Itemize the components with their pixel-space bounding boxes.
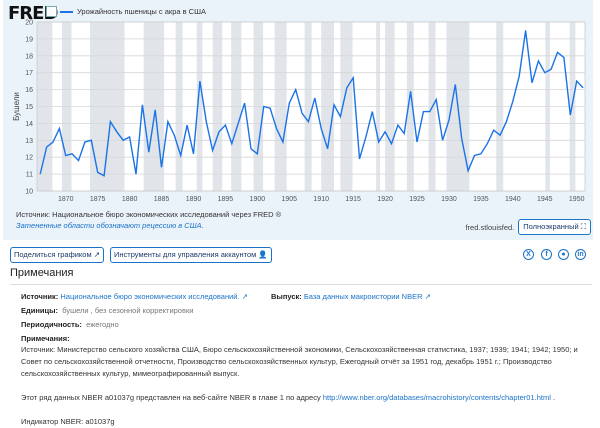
share-icon: ↗ <box>91 250 101 259</box>
legend-swatch <box>60 10 73 13</box>
notes-body: Источник: Министерство сельского хозяйст… <box>21 344 586 428</box>
chart-legend: Урожайность пшеницы с акра в США <box>60 7 206 16</box>
x-tick-label: 1935 <box>473 196 489 203</box>
notes-heading: Примечания <box>10 267 74 279</box>
x-tick-label: 1880 <box>122 196 138 203</box>
units-value: бушели , без сезонной корректировки <box>62 306 194 315</box>
y-tick-label: 11 <box>26 172 33 179</box>
x-tick-label: 1940 <box>505 196 521 203</box>
x-tick-label: 1875 <box>90 196 106 203</box>
recession-note[interactable]: Затененные области обозначают рецессию в… <box>16 221 204 230</box>
x-tick-label: 1870 <box>58 196 74 203</box>
y-tick-label: 20 <box>25 20 33 27</box>
y-axis-label: Бушели <box>12 92 21 121</box>
chart-footer-right: fred.stlouisfed. Полноэкранный ⛶ <box>465 219 591 235</box>
site-label: fred.stlouisfed. <box>465 222 515 232</box>
y-tick-label: 15 <box>25 104 33 111</box>
notes-label: Примечания: <box>21 334 70 343</box>
nber-line: Этот ряд данных NBER a01037g представлен… <box>21 392 586 404</box>
fullscreen-label: Полноэкранный <box>523 222 579 231</box>
x-tick-label: 1900 <box>250 196 266 203</box>
legend-label: Урожайность пшеницы с акра в США <box>77 7 206 16</box>
y-tick-label: 16 <box>25 87 33 94</box>
frequency-value: ежегодно <box>86 320 119 329</box>
units-label: Единицы: <box>21 306 59 315</box>
source-row: Источник: Национальное бюро экономически… <box>21 292 248 301</box>
y-tick-label: 10 <box>25 189 33 196</box>
x-tick-label: 1890 <box>186 196 202 203</box>
y-tick-label: 19 <box>25 36 33 43</box>
external-link-icon: ↗ <box>239 292 248 301</box>
frequency-label: Периодичность: <box>21 320 82 329</box>
user-icon: 👤 <box>256 250 268 259</box>
account-tools-button[interactable]: Инструменты для управления аккаунтом 👤 <box>110 247 272 263</box>
x-tick-label: 1930 <box>441 196 457 203</box>
series-line <box>39 30 584 177</box>
x-tick-label: 1925 <box>409 196 425 203</box>
x-tick-label: 1905 <box>281 196 297 203</box>
y-tick-label: 12 <box>25 155 33 162</box>
x-tick-label: 1895 <box>218 196 234 203</box>
y-tick-label: 14 <box>25 121 33 128</box>
nber-end: . <box>550 393 556 402</box>
account-label: Инструменты для управления аккаунтом <box>114 250 257 259</box>
facebook-share-icon[interactable]: f <box>541 249 552 260</box>
plot-border <box>36 21 586 192</box>
x-tick-label: 1950 <box>569 196 585 203</box>
units-row: Единицы: бушели , без сезонной корректир… <box>21 306 193 315</box>
cut-line: Индикатор NBER: a01037g <box>21 417 115 426</box>
x-tick-label: 1915 <box>345 196 361 203</box>
y-tick-label: 17 <box>25 70 33 77</box>
divider <box>10 284 592 285</box>
x-share-icon[interactable]: X <box>523 249 534 260</box>
nber-text: Этот ряд данных NBER a01037g представлен… <box>21 393 321 402</box>
release-label: Выпуск: <box>271 292 302 301</box>
notes-label-text: Примечания: <box>21 334 70 343</box>
expand-icon: ⛶ <box>578 222 586 231</box>
x-tick-label: 1910 <box>313 196 329 203</box>
share-label: Поделиться графиком <box>14 250 92 259</box>
source-label: Источник: <box>21 292 59 301</box>
frequency-row: Периодичность: ежегодно <box>21 320 119 329</box>
y-tick-label: 13 <box>25 138 33 145</box>
x-tick-label: 1885 <box>154 196 170 203</box>
external-link-icon: ↗ <box>422 292 431 301</box>
fred-logo[interactable]: FRED <box>8 3 58 24</box>
release-row: Выпуск: База данных макроистории NBER ↗ <box>271 292 431 301</box>
y-tick-label: 18 <box>25 53 33 60</box>
x-tick-label: 1920 <box>377 196 393 203</box>
source-link[interactable]: Национальное бюро экономических исследов… <box>60 292 240 301</box>
notes-text: Источник: Министерство сельского хозяйст… <box>21 345 578 378</box>
chart-source: Источник: Национальное бюро экономически… <box>16 210 282 219</box>
x-tick-label: 1945 <box>537 196 553 203</box>
fullscreen-button[interactable]: Полноэкранный ⛶ <box>518 219 591 235</box>
release-link[interactable]: База данных макроистории NBER <box>303 292 423 301</box>
nber-link[interactable]: http://www.nber.org/databases/macrohisto… <box>322 393 551 402</box>
share-graph-button[interactable]: Поделиться графиком ↗ <box>10 247 105 263</box>
linkedin-share-icon[interactable]: in <box>575 249 586 260</box>
reddit-share-icon[interactable]: ● <box>558 249 569 260</box>
chart-line-icon <box>46 6 57 17</box>
